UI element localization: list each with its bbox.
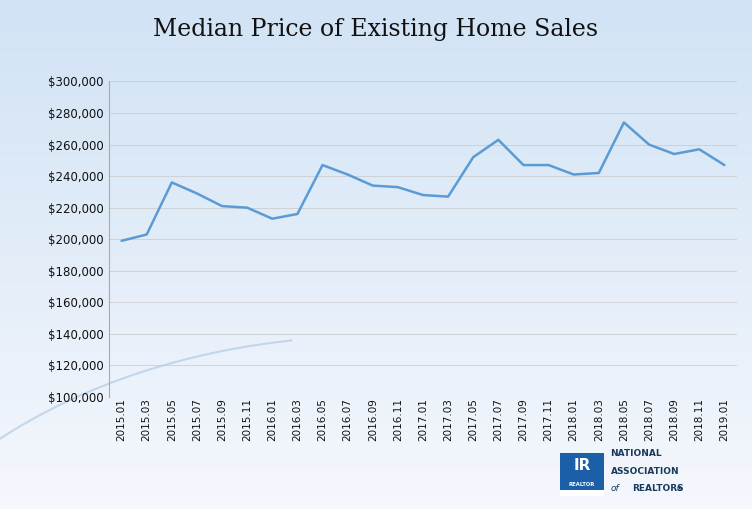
Text: Median Price of Existing Home Sales: Median Price of Existing Home Sales [153,18,599,41]
Text: of: of [611,484,619,493]
Text: REALTOR: REALTOR [569,482,596,487]
Text: REALTORS: REALTORS [632,484,684,493]
FancyBboxPatch shape [560,490,604,496]
Text: ASSOCIATION: ASSOCIATION [611,467,679,476]
Text: IR: IR [573,458,591,473]
Text: NATIONAL: NATIONAL [611,449,663,458]
FancyBboxPatch shape [560,453,604,490]
Text: ®: ® [676,486,683,492]
